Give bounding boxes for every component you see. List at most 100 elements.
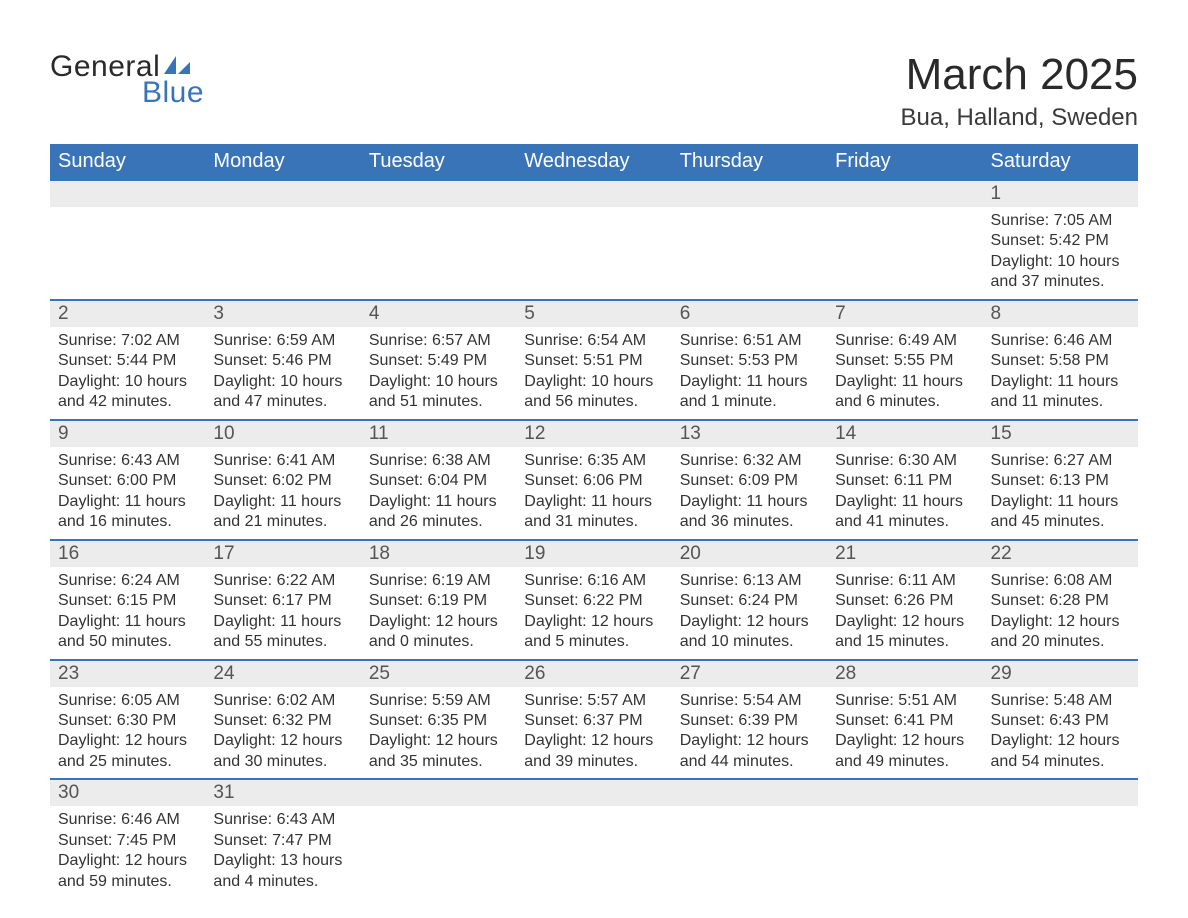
day-daylight2: and 47 minutes.: [213, 392, 352, 412]
day-daylight1: Daylight: 11 hours: [680, 492, 819, 512]
day-sunrise: Sunrise: 5:54 AM: [680, 691, 819, 711]
day-sunrise: Sunrise: 6:05 AM: [58, 691, 197, 711]
day-number: 10: [205, 421, 360, 447]
day-sunrise: Sunrise: 6:13 AM: [680, 571, 819, 591]
day-daylight1: Daylight: 12 hours: [369, 612, 508, 632]
day-daylight2: and 21 minutes.: [213, 512, 352, 532]
day-body: Sunrise: 6:51 AMSunset: 5:53 PMDaylight:…: [672, 327, 827, 419]
calendar-week-row: 16Sunrise: 6:24 AMSunset: 6:15 PMDayligh…: [50, 540, 1138, 660]
weekday-header: Saturday: [983, 144, 1138, 180]
day-body: Sunrise: 6:54 AMSunset: 5:51 PMDaylight:…: [516, 327, 671, 419]
calendar-day-cell: 16Sunrise: 6:24 AMSunset: 6:15 PMDayligh…: [50, 540, 205, 660]
day-sunrise: Sunrise: 6:51 AM: [680, 331, 819, 351]
day-sunset: Sunset: 6:11 PM: [835, 471, 974, 491]
day-body: Sunrise: 6:41 AMSunset: 6:02 PMDaylight:…: [205, 447, 360, 539]
day-number: 17: [205, 541, 360, 567]
day-daylight2: and 37 minutes.: [991, 272, 1130, 292]
day-daylight1: Daylight: 12 hours: [991, 731, 1130, 751]
day-daylight1: Daylight: 11 hours: [524, 492, 663, 512]
day-daylight2: and 36 minutes.: [680, 512, 819, 532]
day-daylight2: and 55 minutes.: [213, 632, 352, 652]
day-number: 1: [983, 181, 1138, 207]
day-sunrise: Sunrise: 6:38 AM: [369, 451, 508, 471]
day-sunset: Sunset: 6:37 PM: [524, 711, 663, 731]
day-sunrise: Sunrise: 6:46 AM: [991, 331, 1130, 351]
day-body: Sunrise: 7:02 AMSunset: 5:44 PMDaylight:…: [50, 327, 205, 419]
day-sunset: Sunset: 6:09 PM: [680, 471, 819, 491]
day-daylight1: Daylight: 12 hours: [58, 851, 197, 871]
calendar-day-cell: 26Sunrise: 5:57 AMSunset: 6:37 PMDayligh…: [516, 660, 671, 780]
day-body: [361, 806, 516, 876]
day-number: 16: [50, 541, 205, 567]
calendar-day-cell: 6Sunrise: 6:51 AMSunset: 5:53 PMDaylight…: [672, 300, 827, 420]
day-daylight1: Daylight: 10 hours: [369, 372, 508, 392]
day-number: 9: [50, 421, 205, 447]
day-number: [205, 181, 360, 207]
day-daylight2: and 30 minutes.: [213, 752, 352, 772]
calendar-table: Sunday Monday Tuesday Wednesday Thursday…: [50, 144, 1138, 898]
day-daylight2: and 10 minutes.: [680, 632, 819, 652]
day-daylight2: and 31 minutes.: [524, 512, 663, 532]
day-body: [361, 207, 516, 277]
day-sunset: Sunset: 6:28 PM: [991, 591, 1130, 611]
day-body: Sunrise: 6:32 AMSunset: 6:09 PMDaylight:…: [672, 447, 827, 539]
calendar-day-cell: 8Sunrise: 6:46 AMSunset: 5:58 PMDaylight…: [983, 300, 1138, 420]
day-sunrise: Sunrise: 6:30 AM: [835, 451, 974, 471]
day-daylight2: and 6 minutes.: [835, 392, 974, 412]
day-sunrise: Sunrise: 6:41 AM: [213, 451, 352, 471]
calendar-day-cell: 7Sunrise: 6:49 AMSunset: 5:55 PMDaylight…: [827, 300, 982, 420]
day-daylight1: Daylight: 12 hours: [835, 612, 974, 632]
day-daylight1: Daylight: 11 hours: [680, 372, 819, 392]
day-daylight2: and 20 minutes.: [991, 632, 1130, 652]
day-number: 24: [205, 661, 360, 687]
day-body: [205, 207, 360, 277]
day-number: 5: [516, 301, 671, 327]
calendar-day-cell: 23Sunrise: 6:05 AMSunset: 6:30 PMDayligh…: [50, 660, 205, 780]
day-sunrise: Sunrise: 6:35 AM: [524, 451, 663, 471]
calendar-day-cell: 14Sunrise: 6:30 AMSunset: 6:11 PMDayligh…: [827, 420, 982, 540]
day-sunset: Sunset: 5:53 PM: [680, 351, 819, 371]
day-daylight1: Daylight: 11 hours: [369, 492, 508, 512]
day-body: Sunrise: 6:35 AMSunset: 6:06 PMDaylight:…: [516, 447, 671, 539]
day-sunset: Sunset: 6:24 PM: [680, 591, 819, 611]
weekday-header-row: Sunday Monday Tuesday Wednesday Thursday…: [50, 144, 1138, 180]
day-number: [516, 780, 671, 806]
day-number: [827, 780, 982, 806]
day-body: Sunrise: 6:49 AMSunset: 5:55 PMDaylight:…: [827, 327, 982, 419]
calendar-day-cell: [516, 180, 671, 300]
calendar-week-row: 2Sunrise: 7:02 AMSunset: 5:44 PMDaylight…: [50, 300, 1138, 420]
day-daylight1: Daylight: 10 hours: [213, 372, 352, 392]
day-number: 27: [672, 661, 827, 687]
calendar-day-cell: [827, 779, 982, 898]
calendar-week-row: 30Sunrise: 6:46 AMSunset: 7:45 PMDayligh…: [50, 779, 1138, 898]
day-daylight1: Daylight: 11 hours: [58, 492, 197, 512]
day-sunset: Sunset: 5:49 PM: [369, 351, 508, 371]
day-daylight2: and 42 minutes.: [58, 392, 197, 412]
day-body: Sunrise: 5:59 AMSunset: 6:35 PMDaylight:…: [361, 687, 516, 779]
day-sunset: Sunset: 6:13 PM: [991, 471, 1130, 491]
day-daylight1: Daylight: 12 hours: [680, 612, 819, 632]
day-daylight2: and 15 minutes.: [835, 632, 974, 652]
day-daylight1: Daylight: 11 hours: [835, 372, 974, 392]
day-daylight1: Daylight: 12 hours: [369, 731, 508, 751]
calendar-day-cell: 27Sunrise: 5:54 AMSunset: 6:39 PMDayligh…: [672, 660, 827, 780]
day-daylight2: and 4 minutes.: [213, 872, 352, 892]
day-body: Sunrise: 6:38 AMSunset: 6:04 PMDaylight:…: [361, 447, 516, 539]
day-sunrise: Sunrise: 5:59 AM: [369, 691, 508, 711]
day-sunrise: Sunrise: 6:08 AM: [991, 571, 1130, 591]
day-number: [983, 780, 1138, 806]
day-body: Sunrise: 6:24 AMSunset: 6:15 PMDaylight:…: [50, 567, 205, 659]
logo: General Blue: [50, 50, 204, 110]
calendar-body: 1Sunrise: 7:05 AMSunset: 5:42 PMDaylight…: [50, 180, 1138, 898]
calendar-day-cell: 10Sunrise: 6:41 AMSunset: 6:02 PMDayligh…: [205, 420, 360, 540]
calendar-day-cell: 3Sunrise: 6:59 AMSunset: 5:46 PMDaylight…: [205, 300, 360, 420]
weekday-header: Monday: [205, 144, 360, 180]
day-body: Sunrise: 6:16 AMSunset: 6:22 PMDaylight:…: [516, 567, 671, 659]
day-body: Sunrise: 6:08 AMSunset: 6:28 PMDaylight:…: [983, 567, 1138, 659]
day-daylight1: Daylight: 12 hours: [991, 612, 1130, 632]
day-body: Sunrise: 6:22 AMSunset: 6:17 PMDaylight:…: [205, 567, 360, 659]
day-body: Sunrise: 6:05 AMSunset: 6:30 PMDaylight:…: [50, 687, 205, 779]
calendar-week-row: 9Sunrise: 6:43 AMSunset: 6:00 PMDaylight…: [50, 420, 1138, 540]
day-number: 12: [516, 421, 671, 447]
day-body: Sunrise: 5:54 AMSunset: 6:39 PMDaylight:…: [672, 687, 827, 779]
